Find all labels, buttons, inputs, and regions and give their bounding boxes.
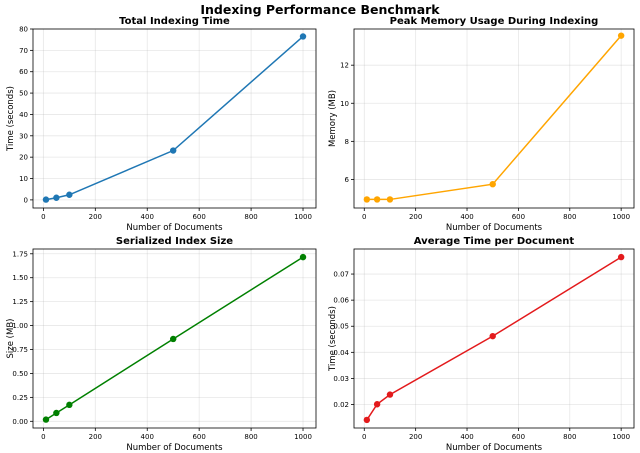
y-tick-label: 60 — [19, 68, 28, 76]
data-point — [363, 416, 371, 424]
data-point — [66, 401, 73, 409]
data-point — [299, 33, 307, 40]
y-tick-label: 30 — [19, 132, 28, 140]
data-point — [42, 416, 50, 423]
y-tick-label: 0.02 — [333, 401, 349, 409]
x-tick-label: 400 — [460, 213, 473, 221]
y-tick-label: 0.50 — [12, 370, 28, 378]
y-tick-label: 20 — [19, 154, 28, 162]
x-axis-label: Number of Documents — [126, 443, 223, 453]
data-point — [386, 196, 394, 203]
x-tick-label: 0 — [41, 433, 45, 441]
chart-title: Average Time per Document — [414, 236, 575, 247]
x-tick-label: 600 — [512, 213, 525, 221]
y-tick-label: 10 — [19, 175, 28, 183]
y-tick-label: 0.07 — [333, 271, 349, 279]
y-tick-label: 0.25 — [12, 394, 28, 402]
x-tick-label: 800 — [563, 433, 576, 441]
y-tick-label: 80 — [19, 26, 28, 34]
axes-frame — [32, 248, 317, 429]
data-point — [386, 391, 394, 398]
x-tick-label: 0 — [362, 213, 366, 221]
data-point — [53, 409, 60, 417]
x-tick-label: 800 — [244, 213, 257, 221]
data-point — [489, 332, 496, 340]
y-axis-label: Time (seconds) — [328, 306, 338, 372]
chart-title: Serialized Index Size — [116, 236, 233, 247]
x-tick-label: 200 — [409, 213, 422, 221]
x-tick-label: 200 — [89, 433, 102, 441]
x-axis-label: Number of Documents — [126, 223, 223, 233]
x-tick-label: 400 — [141, 433, 154, 441]
x-tick-label: 600 — [512, 433, 525, 441]
y-tick-label: 0.03 — [333, 375, 349, 383]
y-axis-label: Memory (MB) — [328, 90, 338, 147]
x-tick-label: 200 — [89, 213, 102, 221]
x-tick-label: 0 — [41, 213, 45, 221]
y-tick-label: 10 — [340, 100, 349, 108]
data-point — [373, 196, 381, 203]
y-tick-label: 0.00 — [12, 418, 28, 426]
x-tick-label: 600 — [192, 433, 205, 441]
x-tick-label: 400 — [460, 433, 473, 441]
data-point — [617, 253, 625, 261]
y-tick-label: 50 — [19, 90, 28, 98]
y-tick-label: 1.75 — [12, 250, 28, 258]
y-tick-label: 12 — [340, 62, 349, 70]
axes-frame — [353, 248, 635, 429]
x-axis-label: Number of Documents — [446, 443, 543, 453]
y-tick-label: 1.50 — [12, 274, 28, 282]
y-tick-label: 0.04 — [333, 349, 349, 357]
x-axis-label: Number of Documents — [446, 223, 543, 233]
data-point — [617, 32, 625, 39]
y-tick-label: 0.06 — [333, 297, 349, 305]
x-tick-label: 800 — [563, 213, 576, 221]
chart-title: Total Indexing Time — [119, 16, 230, 27]
x-tick-label: 400 — [141, 213, 154, 221]
x-tick-label: 200 — [409, 433, 422, 441]
y-tick-label: 0.05 — [333, 323, 349, 331]
data-point — [363, 196, 371, 203]
data-point — [299, 253, 307, 261]
figure-title: Indexing Performance Benchmark — [200, 2, 440, 17]
chart-title: Peak Memory Usage During Indexing — [390, 16, 599, 27]
y-tick-label: 6 — [345, 176, 350, 184]
y-tick-label: 8 — [345, 138, 349, 146]
y-tick-label: 40 — [19, 111, 28, 119]
y-axis-label: Size (MB) — [6, 319, 16, 359]
data-point — [42, 196, 50, 203]
axes-frame — [353, 28, 635, 209]
x-tick-label: 1000 — [612, 213, 630, 221]
y-axis-label: Time (seconds) — [6, 86, 16, 152]
data-point — [66, 191, 73, 198]
axes-frame — [32, 28, 317, 209]
y-tick-label: 1.00 — [12, 322, 28, 330]
data-point — [170, 147, 177, 154]
x-tick-label: 1000 — [294, 213, 312, 221]
x-tick-label: 600 — [192, 213, 205, 221]
x-tick-label: 0 — [362, 433, 366, 441]
x-tick-label: 1000 — [294, 433, 312, 441]
x-tick-label: 800 — [244, 433, 257, 441]
data-point — [489, 180, 496, 188]
data-point — [53, 194, 60, 201]
y-tick-label: 0 — [24, 196, 28, 204]
y-tick-label: 70 — [19, 47, 28, 55]
data-point — [170, 335, 177, 343]
x-tick-label: 1000 — [612, 433, 630, 441]
y-tick-label: 1.25 — [12, 298, 28, 306]
data-point — [373, 401, 381, 408]
y-tick-label: 0.75 — [12, 346, 28, 354]
